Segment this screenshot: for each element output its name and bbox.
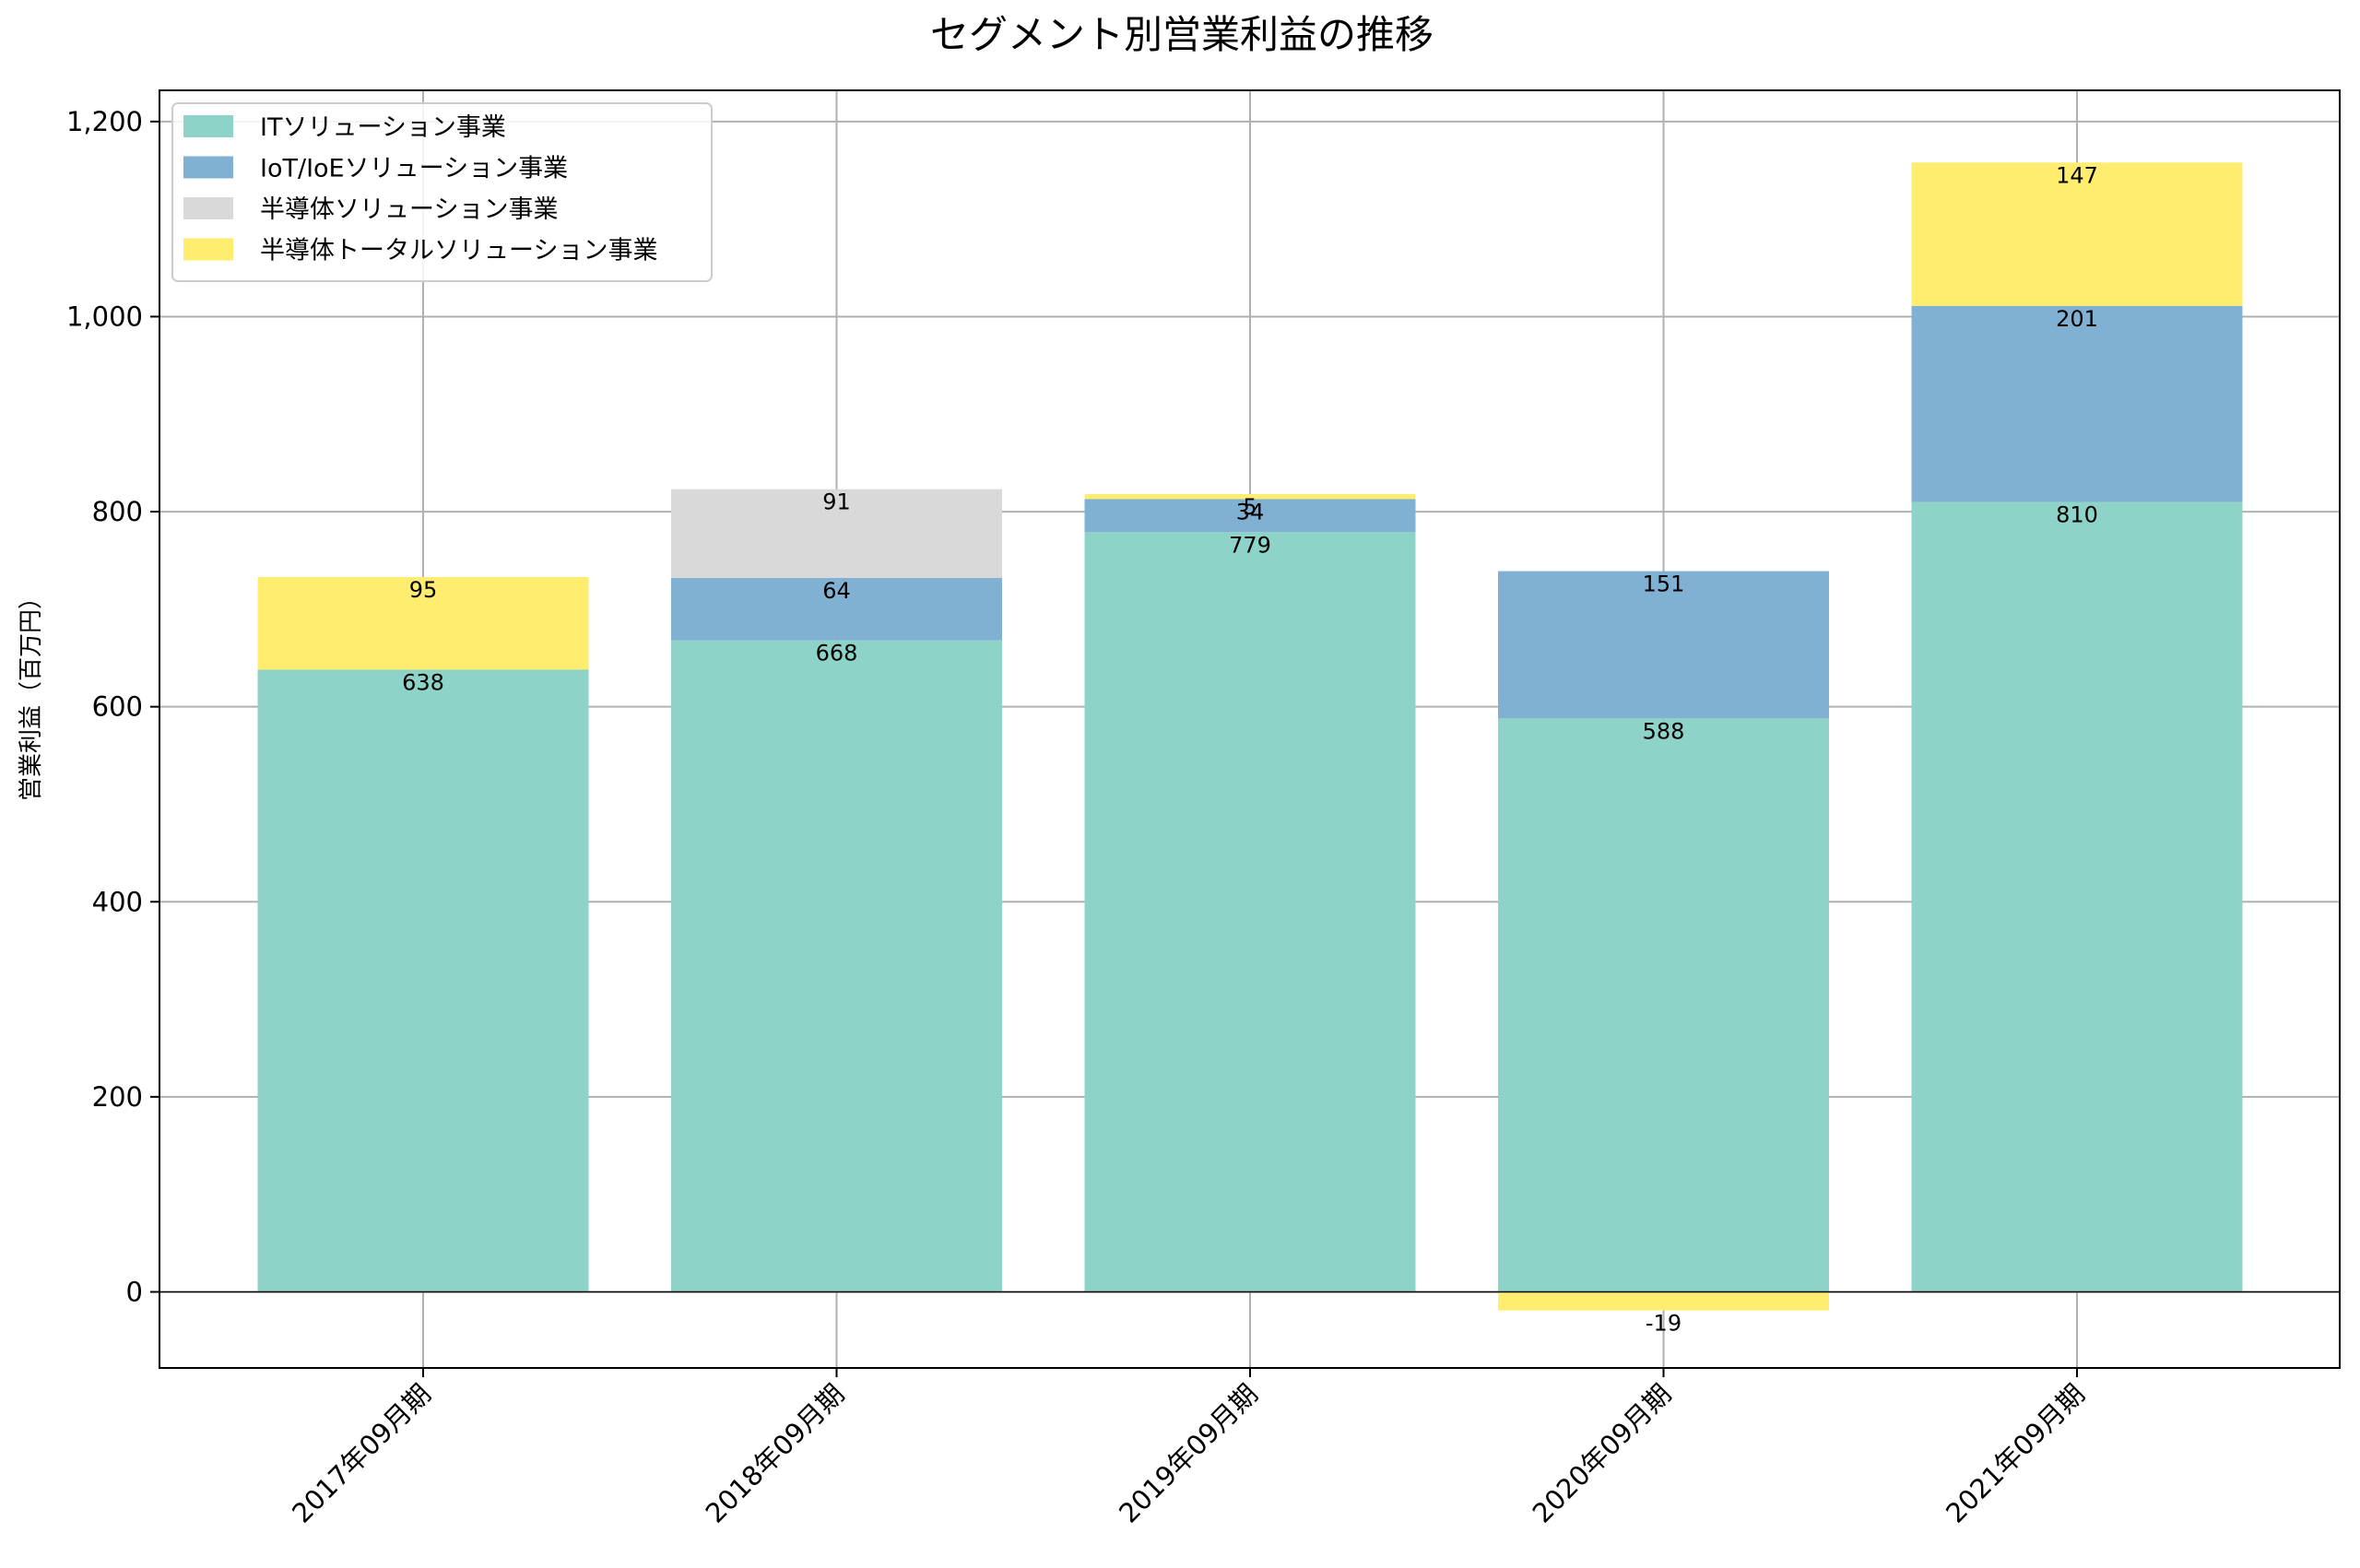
x-tick-label: 2017年09月期 [286,1378,437,1529]
bar-segment [257,576,589,670]
y-tick-label: 600 [92,691,143,723]
data-label: 34 [1236,499,1265,525]
bar-layer [257,162,2243,1311]
legend-label: 半導体ソリューション事業 [260,195,558,224]
x-tick-label: 2021年09月期 [1940,1378,2091,1529]
bar-segment [671,489,1002,579]
data-label: 147 [2056,162,2098,188]
y-tick-label: 800 [92,496,143,527]
bar-segment [671,640,1002,1292]
bar-segment [257,669,589,1292]
legend-swatch [183,197,233,219]
data-label: 668 [816,641,858,666]
x-tick-label: 2018年09月期 [700,1378,851,1529]
bar-segment [1911,305,2243,502]
bar-segment [1911,162,2243,306]
legend-swatch [183,156,233,179]
data-label: 810 [2056,501,2098,527]
bar-segment [1498,1291,1829,1311]
legend: ITソリューション事業 IoT/IoEソリューション事業半導体ソリューション事業半… [171,102,713,282]
bar-segment [1084,532,1416,1292]
data-label: 588 [1643,718,1685,744]
bar-segment [671,578,1002,641]
legend-swatch [183,238,233,261]
y-tick-label: 0 [126,1276,143,1307]
data-label: 95 [409,577,438,603]
y-axis-label: 営業利益（百万円） [18,585,45,801]
x-tick-label: 2020年09月期 [1527,1378,1678,1529]
legend-box [171,102,713,282]
legend-label: IoT/IoEソリューション事業 [260,155,568,183]
bar-segment [1084,494,1416,500]
bar-segment [1084,499,1416,533]
data-label: 64 [822,578,851,604]
legend-label: 半導体トータルソリューション事業 [260,237,657,265]
data-label: 91 [822,489,851,515]
data-label: 779 [1229,532,1271,558]
legend-swatch [183,115,233,137]
bar-segment [1498,718,1829,1292]
data-label: 201 [2056,306,2098,332]
y-tick-label: 1,200 [66,106,143,137]
data-label: 5 [1243,494,1257,520]
bar-segment [1911,501,2243,1292]
legend-label: ITソリューション事業 [260,113,506,142]
data-label: -19 [1646,1311,1682,1337]
data-label: 638 [402,669,444,695]
y-tick-label: 400 [92,886,143,917]
y-tick-label: 200 [92,1081,143,1113]
bar-segment [1498,571,1829,719]
data-label: 151 [1643,572,1685,597]
chart-title: セグメント別営業利益の推移 [930,12,1434,57]
y-tick-label: 1,000 [66,301,143,332]
x-tick-label: 2019年09月期 [1113,1378,1264,1529]
label-layer: 638 668 779 588 810 64 34 151 201 91 95 5 -19 147 [402,162,2098,1336]
